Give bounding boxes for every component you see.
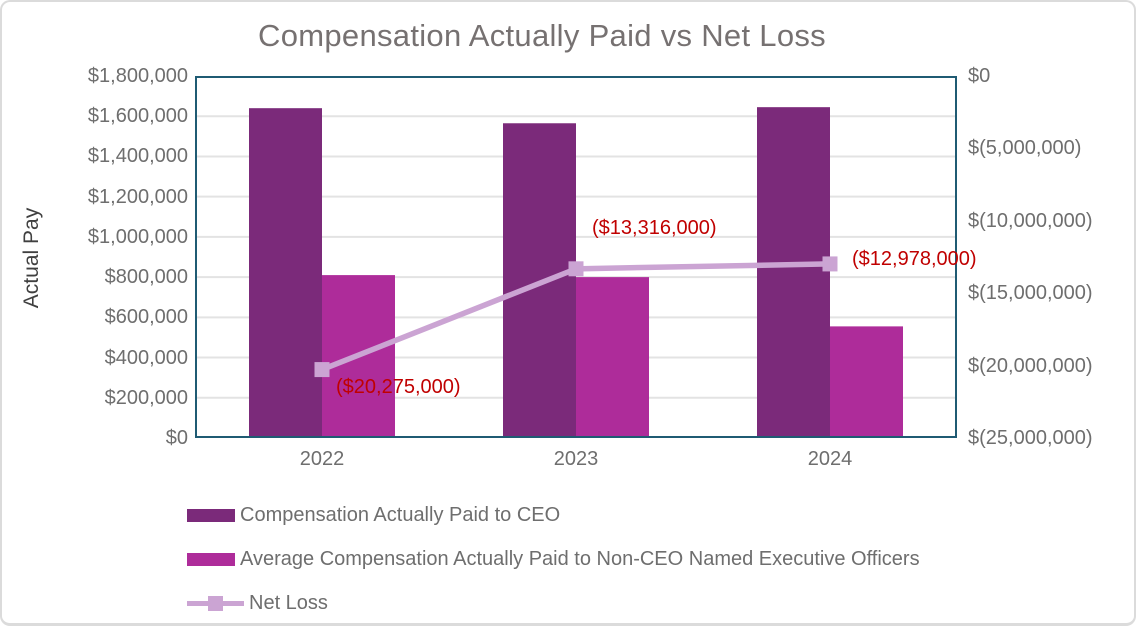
x-axis-label: 2024: [807, 448, 853, 470]
legend-label: Compensation Actually Paid to CEO: [240, 503, 561, 526]
bar-ceo: [249, 108, 322, 438]
left-axis-tick: $1,600,000: [87, 105, 188, 128]
legend: Compensation Actually Paid to CEO Average…: [187, 503, 920, 623]
right-axis-tick: $(5,000,000): [968, 137, 1082, 160]
net-loss-data-label: ($13,316,000): [592, 216, 717, 239]
legend-item: Net Loss: [187, 591, 920, 614]
left-axis-tick: $800,000: [104, 266, 188, 289]
legend-line-marker: [208, 595, 223, 611]
legend-label: Average Compensation Actually Paid to No…: [240, 547, 920, 570]
legend-item: Compensation Actually Paid to CEO: [187, 503, 920, 526]
right-axis-tick: $(15,000,000): [968, 282, 1093, 305]
left-axis-tick: $0: [165, 427, 188, 449]
bar-ceo: [757, 107, 830, 438]
legend-line-swatch: [187, 595, 244, 611]
right-axis-tick: $0: [968, 65, 991, 87]
x-axis-label: 2023: [553, 448, 599, 470]
left-axis-tick: $200,000: [104, 386, 188, 409]
legend-bar-swatch: [187, 552, 235, 566]
legend-item: Average Compensation Actually Paid to No…: [187, 547, 920, 570]
bar-non-ceo: [576, 277, 649, 438]
chart-title: Compensation Actually Paid vs Net Loss: [258, 18, 826, 53]
left-axis-tick: $1,400,000: [87, 145, 188, 168]
bar-non-ceo: [830, 326, 903, 438]
net-loss-data-label: ($20,275,000): [336, 375, 461, 398]
left-axis-tick: $1,000,000: [87, 225, 188, 248]
legend-bar-swatch: [187, 508, 235, 522]
net-loss-marker: [822, 256, 838, 272]
left-axis-tick: $1,200,000: [87, 185, 188, 208]
plot-area: [195, 107, 957, 438]
net-loss-marker: [568, 261, 584, 277]
legend-label: Net Loss: [249, 591, 328, 614]
left-axis-tick: $1,800,000: [87, 65, 188, 87]
left-axis-tick: $400,000: [104, 346, 188, 369]
left-axis-tick: $600,000: [104, 306, 188, 329]
x-axis-label: 2022: [299, 448, 345, 470]
net-loss-marker: [314, 362, 330, 378]
net-loss-data-label: ($12,978,000): [852, 247, 977, 270]
left-axis-title: Actual Pay: [20, 207, 43, 309]
right-axis-tick: $(25,000,000): [968, 427, 1093, 449]
right-axis-tick: $(10,000,000): [968, 209, 1093, 232]
right-axis-tick: $(20,000,000): [968, 354, 1093, 377]
